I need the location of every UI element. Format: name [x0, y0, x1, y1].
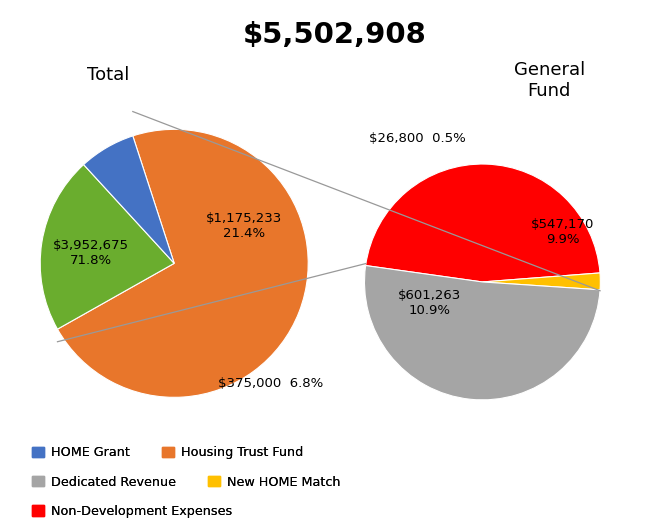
Wedge shape — [482, 273, 600, 290]
Legend: HOME Grant, Housing Trust Fund: HOME Grant, Housing Trust Fund — [27, 441, 308, 464]
Legend: Dedicated Revenue, New HOME Match: Dedicated Revenue, New HOME Match — [27, 470, 346, 494]
Text: $547,170
9.9%: $547,170 9.9% — [531, 219, 594, 246]
Legend: Non-Development Expenses: Non-Development Expenses — [27, 500, 237, 523]
Wedge shape — [364, 265, 600, 400]
Text: $601,263
10.9%: $601,263 10.9% — [398, 289, 461, 317]
Text: General
Fund: General Fund — [514, 61, 585, 100]
Wedge shape — [84, 136, 174, 263]
Text: $3,952,675
71.8%: $3,952,675 71.8% — [53, 239, 129, 267]
Text: $26,800  0.5%: $26,800 0.5% — [369, 131, 466, 145]
Wedge shape — [40, 164, 174, 329]
Wedge shape — [58, 129, 308, 397]
Text: $1,175,233
21.4%: $1,175,233 21.4% — [206, 212, 282, 240]
Wedge shape — [366, 164, 600, 282]
Text: Total: Total — [87, 66, 129, 85]
Text: $5,502,908: $5,502,908 — [243, 21, 427, 49]
Text: $375,000  6.8%: $375,000 6.8% — [218, 377, 324, 390]
